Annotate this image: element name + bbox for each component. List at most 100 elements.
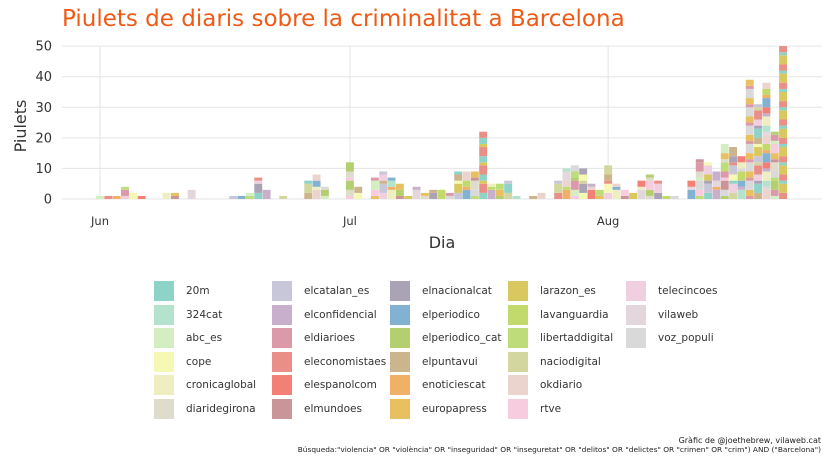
bar-segment: [754, 193, 762, 199]
bar-segment: [479, 184, 487, 193]
bar-segment: [746, 159, 754, 162]
bar-segment: [371, 196, 379, 199]
bar-segment: [604, 165, 612, 174]
legend-label: telecincoes: [658, 285, 717, 297]
legend-label: elpuntavui: [422, 356, 478, 368]
x-tick-label: Aug: [597, 214, 619, 228]
bar-segment: [762, 98, 770, 107]
bar-segment: [246, 196, 254, 199]
bar-segment: [721, 159, 729, 162]
bar-segment: [754, 147, 762, 156]
bar-segment: [479, 147, 487, 156]
x-tick-label: Jul: [342, 214, 357, 228]
y-axis-label: Piulets: [11, 100, 30, 153]
bar-segment: [604, 181, 612, 184]
bar-segment: [488, 184, 496, 187]
bar-segment: [571, 181, 579, 190]
bar-segment: [737, 187, 745, 190]
bar-segment: [554, 181, 562, 184]
bar-segment: [771, 159, 779, 162]
bar-segment: [379, 184, 387, 193]
bar-segment: [188, 190, 196, 199]
legend-item: cronicaglobal: [154, 374, 256, 396]
bar-segment: [454, 193, 462, 199]
bar-segment: [696, 159, 704, 162]
bar-segment: [721, 178, 729, 181]
bar-segment: [454, 181, 462, 184]
bar-segment: [754, 110, 762, 119]
bar-segment: [646, 178, 654, 181]
bar-segment: [463, 187, 471, 190]
bar-segment: [129, 193, 137, 199]
bar-segment: [754, 181, 762, 184]
bar-segment: [671, 196, 679, 199]
legend-swatch: [272, 328, 292, 348]
bar-segment: [754, 144, 762, 147]
legend-label: elperiodico: [422, 309, 480, 321]
bar-segment: [779, 107, 787, 110]
bar-segment: [721, 162, 729, 171]
legend-item: voz_populi: [626, 327, 714, 349]
bar-segment: [687, 187, 695, 190]
bar-segment: [513, 196, 521, 199]
bar-segment: [446, 196, 454, 199]
bar-segment: [579, 175, 587, 181]
legend-item: okdiario: [508, 374, 582, 396]
legend-label: larazon_es: [540, 285, 596, 297]
bar-segment: [721, 181, 729, 190]
legend-label: cronicaglobal: [186, 379, 256, 391]
legend-swatch: [508, 352, 528, 372]
legend-swatch: [390, 399, 410, 419]
bar-segment: [479, 132, 487, 138]
bar-segment: [779, 162, 787, 165]
bar-segment: [346, 190, 354, 196]
bar-segment: [746, 190, 754, 196]
bar-segment: [354, 187, 362, 193]
bar-segment: [762, 116, 770, 125]
legend-swatch: [390, 281, 410, 301]
bar-segment: [729, 184, 737, 193]
bar-segment: [637, 190, 645, 199]
bar-segment: [579, 168, 587, 174]
bar-segment: [712, 181, 720, 187]
bar-segment: [471, 181, 479, 190]
bar-segment: [771, 190, 779, 196]
bar-segment: [779, 83, 787, 89]
bar-segment: [304, 193, 312, 199]
bar-segment: [313, 187, 321, 190]
bar-segment: [438, 190, 446, 199]
bar-segment: [779, 64, 787, 70]
bar-segment: [321, 196, 329, 199]
bar-segment: [588, 187, 596, 190]
bar-segment: [571, 165, 579, 171]
bar-segment: [779, 71, 787, 74]
bar-segment: [779, 165, 787, 174]
legend-item: cope: [154, 351, 211, 373]
legend-item: telecincoes: [626, 280, 717, 302]
bar-segment: [771, 181, 779, 190]
bar-segment: [471, 178, 479, 181]
bar-segment: [654, 184, 662, 193]
bar-segment: [563, 187, 571, 190]
y-tick-label: 30: [35, 101, 52, 116]
bar-segment: [771, 153, 779, 159]
bar-segment: [654, 193, 662, 199]
legend-swatch: [272, 352, 292, 372]
bar-segment: [754, 156, 762, 162]
bar-segment: [696, 181, 704, 190]
chart-legend: 20m 324cat abc_es cope cronicaglobal diarideg…: [154, 280, 794, 420]
bar-segment: [563, 171, 571, 180]
legend-swatch: [626, 281, 646, 301]
legend-label: diaridegirona: [186, 403, 256, 415]
bar-segment: [429, 190, 437, 193]
legend-swatch: [272, 281, 292, 301]
bar-segment: [762, 135, 770, 144]
bar-segment: [771, 171, 779, 177]
bar-segment: [396, 196, 404, 199]
legend-item: elconfidencial: [272, 304, 377, 326]
legend-label: enoticiescat: [422, 379, 486, 391]
legend-label: naciodigital: [540, 356, 601, 368]
y-tick-label: 0: [44, 193, 52, 208]
bar-segment: [479, 144, 487, 147]
bar-segment: [637, 181, 645, 187]
